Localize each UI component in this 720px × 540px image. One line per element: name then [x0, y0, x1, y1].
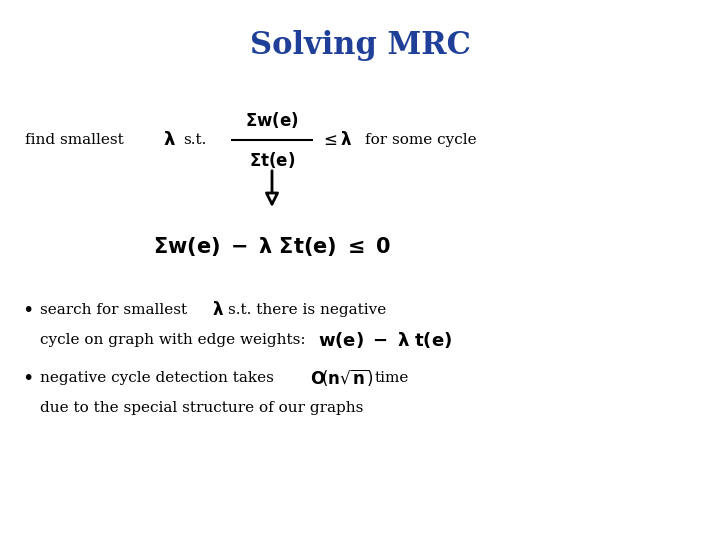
Text: $\mathbf{\Sigma w(e)}$$\mathbf{\ -\ \lambda\ \Sigma t(e)\ \leq\ 0}$: $\mathbf{\Sigma w(e)}$$\mathbf{\ -\ \lam… — [153, 235, 391, 258]
Text: time: time — [375, 371, 410, 385]
Text: Solving MRC: Solving MRC — [250, 30, 470, 61]
Text: cycle on graph with edge weights:: cycle on graph with edge weights: — [40, 333, 305, 347]
Text: s.t.: s.t. — [183, 133, 207, 147]
Text: $\mathbf{\Sigma w(e)}$: $\mathbf{\Sigma w(e)}$ — [245, 110, 299, 130]
Text: $\mathbf{O\!\left(n\sqrt{n}\right)}$: $\mathbf{O\!\left(n\sqrt{n}\right)}$ — [310, 368, 374, 388]
Text: $\mathbf{\Sigma t(e)}$: $\mathbf{\Sigma t(e)}$ — [249, 150, 295, 170]
Text: $\boldsymbol{\lambda}$: $\boldsymbol{\lambda}$ — [163, 131, 176, 149]
Text: for some cycle: for some cycle — [365, 133, 477, 147]
Text: s.t. there is negative: s.t. there is negative — [228, 303, 386, 317]
Text: •: • — [22, 368, 33, 388]
Text: negative cycle detection takes: negative cycle detection takes — [40, 371, 274, 385]
Text: due to the special structure of our graphs: due to the special structure of our grap… — [40, 401, 364, 415]
Text: search for smallest: search for smallest — [40, 303, 187, 317]
Text: $\mathbf{w(e)\ -\ \lambda\ t(e)}$: $\mathbf{w(e)\ -\ \lambda\ t(e)}$ — [318, 330, 452, 350]
Text: •: • — [22, 300, 33, 320]
Text: $\leq\boldsymbol{\lambda}$: $\leq\boldsymbol{\lambda}$ — [320, 131, 352, 149]
Text: $\boldsymbol{\lambda}$: $\boldsymbol{\lambda}$ — [212, 301, 224, 319]
Text: find smallest: find smallest — [25, 133, 124, 147]
